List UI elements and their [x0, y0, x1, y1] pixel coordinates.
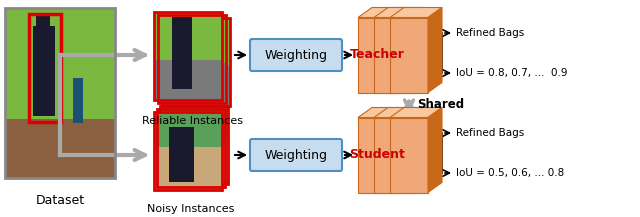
- Bar: [158, 63, 226, 103]
- Bar: [160, 106, 228, 184]
- Bar: [158, 15, 226, 103]
- Bar: [5, 8, 115, 118]
- Polygon shape: [396, 107, 410, 192]
- Bar: [154, 112, 222, 190]
- Text: Refined Bags: Refined Bags: [456, 28, 524, 38]
- Polygon shape: [374, 8, 426, 18]
- Polygon shape: [358, 18, 396, 92]
- Text: IoU = 0.5, 0.6, ... 0.8: IoU = 0.5, 0.6, ... 0.8: [456, 168, 564, 178]
- Bar: [73, 78, 83, 123]
- Text: Weighting: Weighting: [264, 49, 328, 61]
- Bar: [172, 17, 192, 89]
- Polygon shape: [412, 107, 426, 192]
- Polygon shape: [390, 8, 442, 18]
- Text: Teacher: Teacher: [349, 49, 404, 61]
- Bar: [154, 12, 222, 100]
- Bar: [158, 15, 226, 103]
- Bar: [180, 23, 200, 95]
- Polygon shape: [390, 18, 428, 92]
- Polygon shape: [390, 117, 428, 192]
- Bar: [162, 66, 230, 106]
- Polygon shape: [358, 107, 410, 117]
- Text: Student: Student: [349, 148, 405, 161]
- Text: Refined Bags: Refined Bags: [456, 128, 524, 138]
- Bar: [157, 144, 225, 187]
- Bar: [162, 18, 230, 106]
- Text: Weighting: Weighting: [264, 148, 328, 161]
- FancyBboxPatch shape: [250, 39, 342, 71]
- Bar: [157, 109, 225, 187]
- Polygon shape: [358, 8, 410, 18]
- Polygon shape: [374, 107, 426, 117]
- Text: Dataset: Dataset: [35, 194, 84, 207]
- Bar: [160, 106, 228, 184]
- Bar: [176, 20, 196, 92]
- Bar: [154, 12, 222, 100]
- Polygon shape: [412, 8, 426, 92]
- Text: Noisy Instances: Noisy Instances: [147, 204, 235, 214]
- Polygon shape: [396, 8, 410, 92]
- Polygon shape: [390, 107, 442, 117]
- Bar: [36, 16, 50, 32]
- Bar: [154, 147, 222, 190]
- Polygon shape: [374, 117, 412, 192]
- Text: Shared: Shared: [417, 99, 464, 112]
- Bar: [33, 26, 55, 116]
- Bar: [162, 18, 230, 106]
- Text: IoU = 0.8, 0.7, ...  0.9: IoU = 0.8, 0.7, ... 0.9: [456, 68, 568, 78]
- Polygon shape: [428, 8, 442, 92]
- Bar: [157, 109, 225, 187]
- Bar: [154, 112, 222, 190]
- Bar: [160, 141, 228, 184]
- Bar: [29, 14, 61, 122]
- Bar: [175, 121, 200, 176]
- Bar: [154, 60, 222, 100]
- Bar: [169, 127, 194, 182]
- Bar: [5, 8, 115, 178]
- Text: Reliable Instances: Reliable Instances: [141, 116, 243, 126]
- Polygon shape: [358, 117, 396, 192]
- Polygon shape: [428, 107, 442, 192]
- FancyBboxPatch shape: [250, 139, 342, 171]
- Bar: [172, 124, 197, 179]
- Bar: [5, 118, 115, 178]
- Polygon shape: [374, 18, 412, 92]
